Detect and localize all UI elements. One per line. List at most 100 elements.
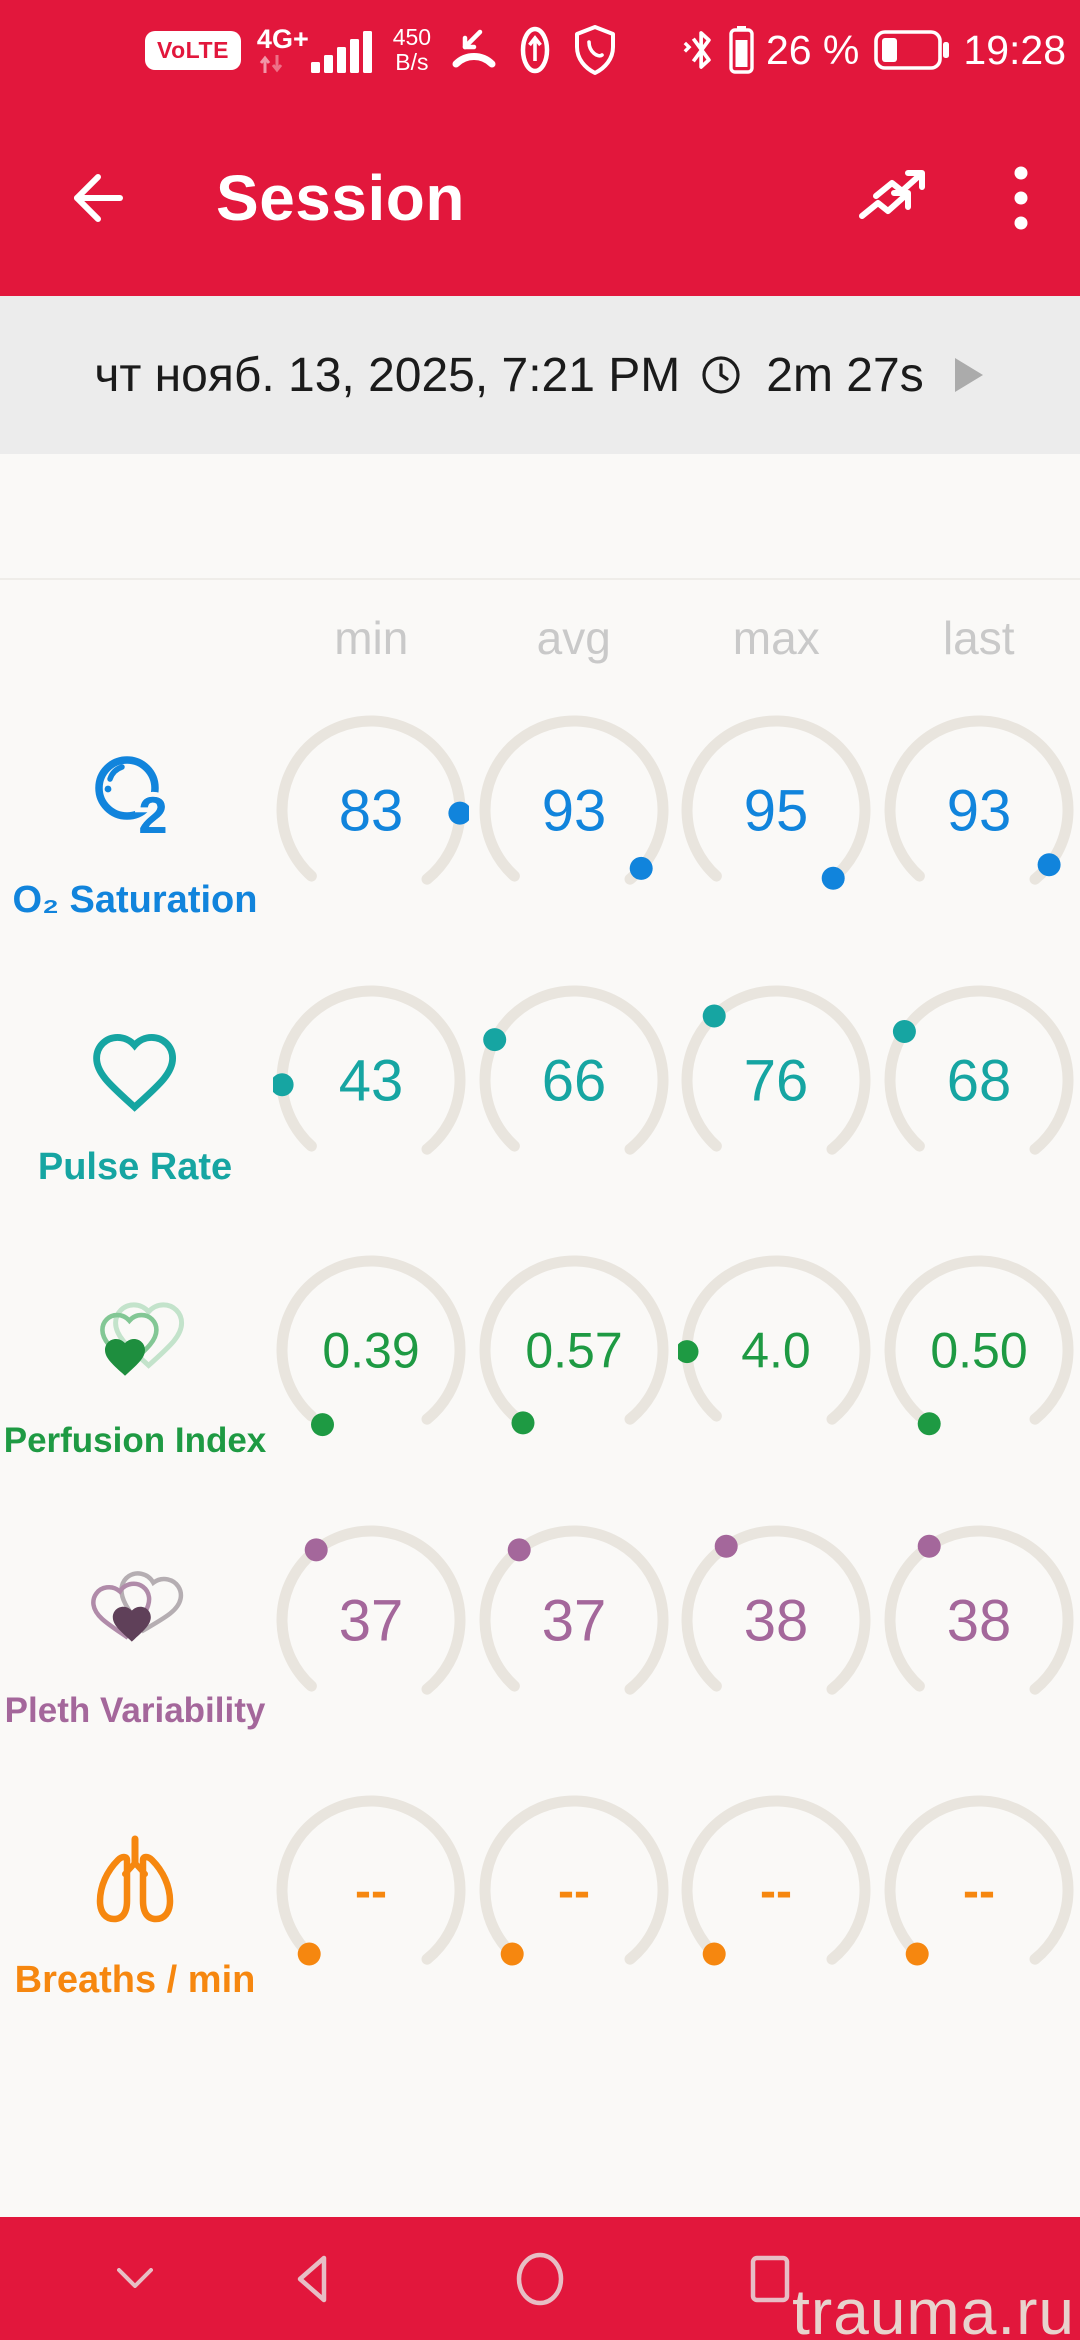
nav-bar: trauma.ru xyxy=(0,2217,1080,2340)
overlap-hearts-icon xyxy=(91,1570,184,1642)
bt-battery-percent: 26 % xyxy=(765,26,860,73)
app-bar: Session xyxy=(0,100,1080,296)
gauge-breaths-avg: -- xyxy=(479,1795,669,1966)
metric-label: Perfusion Index xyxy=(3,1420,267,1460)
network-type-label: 4G+ xyxy=(256,23,309,54)
gauge-pulse-avg: 66 xyxy=(479,985,669,1155)
network-speed-value: 450 xyxy=(392,23,432,50)
gauge-dot xyxy=(273,1073,294,1097)
overflow-menu-icon[interactable] xyxy=(1014,165,1028,231)
nav-recents-icon[interactable] xyxy=(748,2253,792,2305)
gauge-dot xyxy=(821,866,845,890)
gauge-cell: 37 xyxy=(270,1485,472,1755)
gauge-cell: 93 xyxy=(878,675,1080,945)
watermark: trauma.ru xyxy=(792,2276,1075,2340)
back-arrow-icon[interactable] xyxy=(62,166,128,230)
gauge-dot xyxy=(917,1534,941,1558)
gauge-dot xyxy=(892,1020,916,1043)
network-speed-unit: B/s xyxy=(395,49,429,75)
gauge-perfusion-avg: 0.57 xyxy=(479,1255,669,1435)
metric-label-cell-perfusion: Perfusion Index xyxy=(0,1293,270,1458)
duration-clock-icon xyxy=(702,356,740,394)
metric-label-cell-o2: 2 2 O₂ Saturation xyxy=(0,751,270,919)
gauge-breaths-max: -- xyxy=(681,1795,871,1966)
gauge-dot xyxy=(482,1028,506,1052)
gauge-o2-avg: 93 xyxy=(479,715,669,885)
gauge-dot xyxy=(702,1942,726,1966)
gauge-cell: 68 xyxy=(878,945,1080,1215)
data-saver-icon xyxy=(520,26,550,74)
divider xyxy=(0,578,1080,580)
nav-back-icon[interactable] xyxy=(290,2253,334,2305)
network-speed: 450 B/s xyxy=(392,23,432,76)
trend-chart-icon[interactable] xyxy=(856,166,948,230)
gauge-cell: -- xyxy=(675,1755,877,2025)
volte-badge: VoLTE xyxy=(145,30,241,70)
gauge-dot xyxy=(714,1534,738,1558)
gauge-dot xyxy=(507,1538,531,1562)
gauge-o2-max: 95 xyxy=(681,715,871,890)
metric-label-cell-pulse: Pulse Rate xyxy=(0,1024,270,1186)
play-icon[interactable] xyxy=(952,356,986,394)
column-header-max: max xyxy=(732,612,820,664)
gauge-value: 37 xyxy=(339,1588,404,1653)
gauge-value: -- xyxy=(760,1865,792,1918)
gauge-pulse-last: 68 xyxy=(884,985,1074,1155)
gauge-value: -- xyxy=(963,1865,995,1918)
session-duration: 2m 27s xyxy=(766,348,924,402)
gauge-value: 68 xyxy=(946,1048,1011,1113)
metrics-table: 2 2 O₂ Saturation 83 93 95 93 Pulse Rate … xyxy=(0,675,1080,2025)
gauge-cell: -- xyxy=(878,1755,1080,2025)
gauge-cell: 38 xyxy=(675,1485,877,1755)
status-right-cluster: 26 % 19:28 xyxy=(682,24,1066,76)
gauge-perfusion-min: 0.39 xyxy=(276,1255,466,1437)
data-activity-icon xyxy=(259,54,283,73)
missed-call-icon xyxy=(452,29,496,68)
bt-device-battery-icon xyxy=(729,26,754,74)
o2-bubble-icon: 2 2 xyxy=(95,756,172,847)
gauge-cell: 0.39 xyxy=(270,1215,472,1485)
gauge-value: -- xyxy=(558,1865,590,1918)
gauge-pleth-min: 37 xyxy=(276,1525,466,1695)
gauge-dot xyxy=(297,1942,321,1966)
nested-hearts-icon xyxy=(100,1301,185,1376)
gauge-cell: 43 xyxy=(270,945,472,1215)
gauge-breaths-last: -- xyxy=(884,1795,1074,1966)
gauge-value: 0.50 xyxy=(930,1323,1027,1379)
gauge-value: -- xyxy=(355,1865,387,1918)
metric-label: Pulse Rate xyxy=(37,1146,233,1188)
gauge-value: 0.39 xyxy=(323,1323,420,1379)
gauge-cell: 76 xyxy=(675,945,877,1215)
gauge-value: 76 xyxy=(744,1048,809,1113)
gauge-dot xyxy=(629,856,653,880)
gauge-cell: 0.50 xyxy=(878,1215,1080,1485)
session-datetime: чт нояб. 13, 2025, 7:21 PM xyxy=(94,348,681,402)
heart-icon xyxy=(93,1033,177,1112)
metric-label: Breaths / min xyxy=(14,1959,256,2001)
gauge-cell: 95 xyxy=(675,675,877,945)
metric-label-cell-pleth: Pleth Variability xyxy=(0,1563,270,1728)
svg-text:2: 2 xyxy=(139,787,168,845)
status-bar: VoLTE 4G+ 450 xyxy=(0,0,1080,100)
gauge-pleth-last: 38 xyxy=(884,1525,1074,1695)
gauge-dot xyxy=(511,1411,535,1435)
gauge-value: 38 xyxy=(744,1588,809,1653)
gauge-dot xyxy=(702,1004,726,1028)
nav-home-icon[interactable] xyxy=(512,2251,568,2307)
metric-row-pulse: Pulse Rate 43 66 76 68 xyxy=(0,945,1080,1215)
clock-time: 19:28 xyxy=(963,26,1066,73)
gauge-value: 37 xyxy=(541,1588,606,1653)
header-spacer xyxy=(0,665,270,675)
gauge-perfusion-last: 0.50 xyxy=(884,1255,1074,1436)
gauge-o2-min: 83 xyxy=(276,715,470,885)
gauge-pleth-max: 38 xyxy=(681,1525,871,1695)
gauge-value: 0.57 xyxy=(525,1323,622,1379)
gauge-dot xyxy=(917,1412,941,1436)
gauge-cell: 66 xyxy=(473,945,675,1215)
gauge-cell: 38 xyxy=(878,1485,1080,1755)
hide-navbar-chevron-icon[interactable] xyxy=(111,2264,159,2294)
gauge-pulse-min: 43 xyxy=(273,985,466,1155)
gauge-dot xyxy=(905,1942,929,1966)
gauge-o2-last: 93 xyxy=(884,715,1074,885)
